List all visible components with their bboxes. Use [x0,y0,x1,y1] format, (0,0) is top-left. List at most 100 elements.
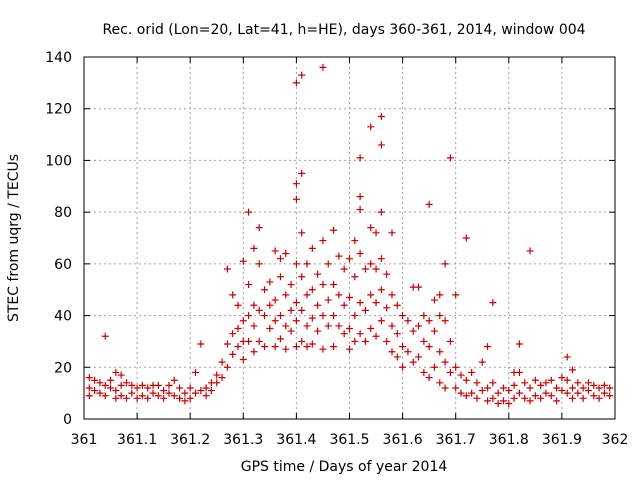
x-tick-label: 361.9 [542,432,582,448]
data-point [372,332,380,340]
data-point [383,337,391,345]
data-point [425,200,433,208]
data-point [292,260,300,268]
data-point [558,387,566,395]
data-point [388,348,396,356]
data-point [218,358,226,366]
x-tick-label: 361.2 [170,432,210,448]
data-point [133,394,141,402]
data-point [255,306,263,314]
data-point [91,387,99,395]
data-point [542,389,550,397]
data-point [367,260,375,268]
data-point [383,270,391,278]
data-point [600,389,608,397]
data-point [595,384,603,392]
data-point [287,281,295,289]
data-point [558,374,566,382]
data-point [239,257,247,265]
data-point [346,293,353,301]
data-point [213,379,221,387]
data-point [308,314,316,322]
data-point [356,154,364,162]
data-point [515,340,523,348]
data-point [457,389,465,397]
data-point [271,247,279,255]
data-point [521,394,529,402]
data-point [584,379,592,387]
data-point [287,327,295,335]
data-point [276,255,284,263]
data-point [441,358,449,366]
data-point [266,278,274,286]
data-point [112,394,120,402]
data-point [314,301,322,309]
data-point [415,322,423,330]
data-point [192,368,200,376]
data-point [393,330,401,338]
data-point [388,322,396,330]
data-point [314,327,322,335]
data-point [399,363,407,371]
data-point [330,343,338,351]
data-point [377,112,385,120]
data-point [282,291,290,299]
data-point [367,291,375,299]
data-point [303,260,311,268]
y-tick-label: 80 [54,205,72,221]
data-point [367,325,375,332]
data-point [441,384,449,392]
data-point [457,371,465,379]
data-point [377,286,385,294]
data-point [590,381,598,389]
data-point [101,392,109,400]
data-point [234,301,242,309]
data-point [340,330,348,338]
data-point [590,392,598,400]
data-point [489,299,497,307]
data-point [409,327,417,335]
data-point [282,322,290,330]
data-point [255,337,263,345]
data-point [112,368,120,376]
data-point [446,368,454,376]
data-point [303,343,311,351]
y-axis-label: STEC from uqrg / TECUs [6,154,22,322]
data-point [393,301,401,309]
data-point [436,312,444,320]
data-point [473,379,481,387]
data-point [425,374,433,382]
data-point [515,368,523,376]
x-tick-label: 361.1 [117,432,157,448]
data-point [468,389,476,397]
data-point [314,270,322,278]
data-point [399,343,407,351]
data-point [569,394,577,402]
data-point [330,226,338,234]
data-point [542,379,550,387]
data-point [420,368,428,376]
data-point [271,343,279,351]
data-point [415,353,423,361]
data-point [553,384,561,392]
data-point [425,317,433,325]
data-point [489,379,497,387]
data-point [181,397,189,405]
data-point [521,379,529,387]
data-point [144,394,152,402]
data-point [553,397,561,405]
data-point [292,343,300,351]
data-point [133,384,141,392]
data-point [298,306,306,314]
data-point [107,384,115,392]
data-point [308,286,316,294]
data-point [239,356,247,364]
y-tick-label: 120 [45,102,72,118]
data-point [229,350,237,358]
data-point [547,376,555,384]
data-point [372,299,380,307]
y-tick-label: 140 [45,50,72,66]
data-point [367,123,375,131]
data-point [484,384,492,392]
data-point [537,394,545,402]
